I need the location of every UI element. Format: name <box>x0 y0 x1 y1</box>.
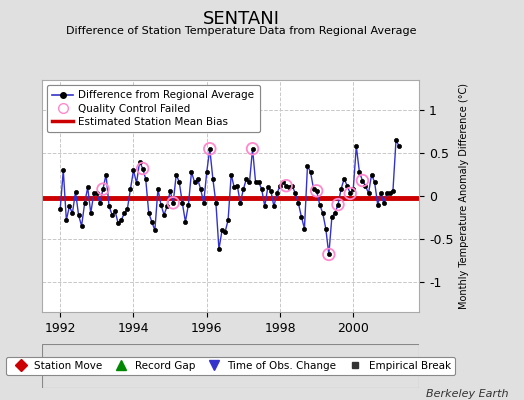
Point <box>169 200 177 206</box>
Point <box>325 251 333 258</box>
Legend: Station Move, Record Gap, Time of Obs. Change, Empirical Break: Station Move, Record Gap, Time of Obs. C… <box>6 357 455 375</box>
Legend: Difference from Regional Average, Quality Control Failed, Estimated Station Mean: Difference from Regional Average, Qualit… <box>47 85 259 132</box>
Point <box>312 188 321 194</box>
Point <box>282 182 290 189</box>
Text: Berkeley Earth: Berkeley Earth <box>426 389 508 399</box>
Point <box>248 146 257 152</box>
Point <box>138 165 147 172</box>
Point <box>346 190 354 197</box>
Text: Difference of Station Temperature Data from Regional Average: Difference of Station Temperature Data f… <box>66 26 416 36</box>
Point <box>99 186 107 192</box>
Point <box>205 146 214 152</box>
Text: SENTANI: SENTANI <box>203 10 279 28</box>
Y-axis label: Monthly Temperature Anomaly Difference (°C): Monthly Temperature Anomaly Difference (… <box>459 83 469 309</box>
Point <box>358 177 367 184</box>
Point <box>334 201 342 208</box>
